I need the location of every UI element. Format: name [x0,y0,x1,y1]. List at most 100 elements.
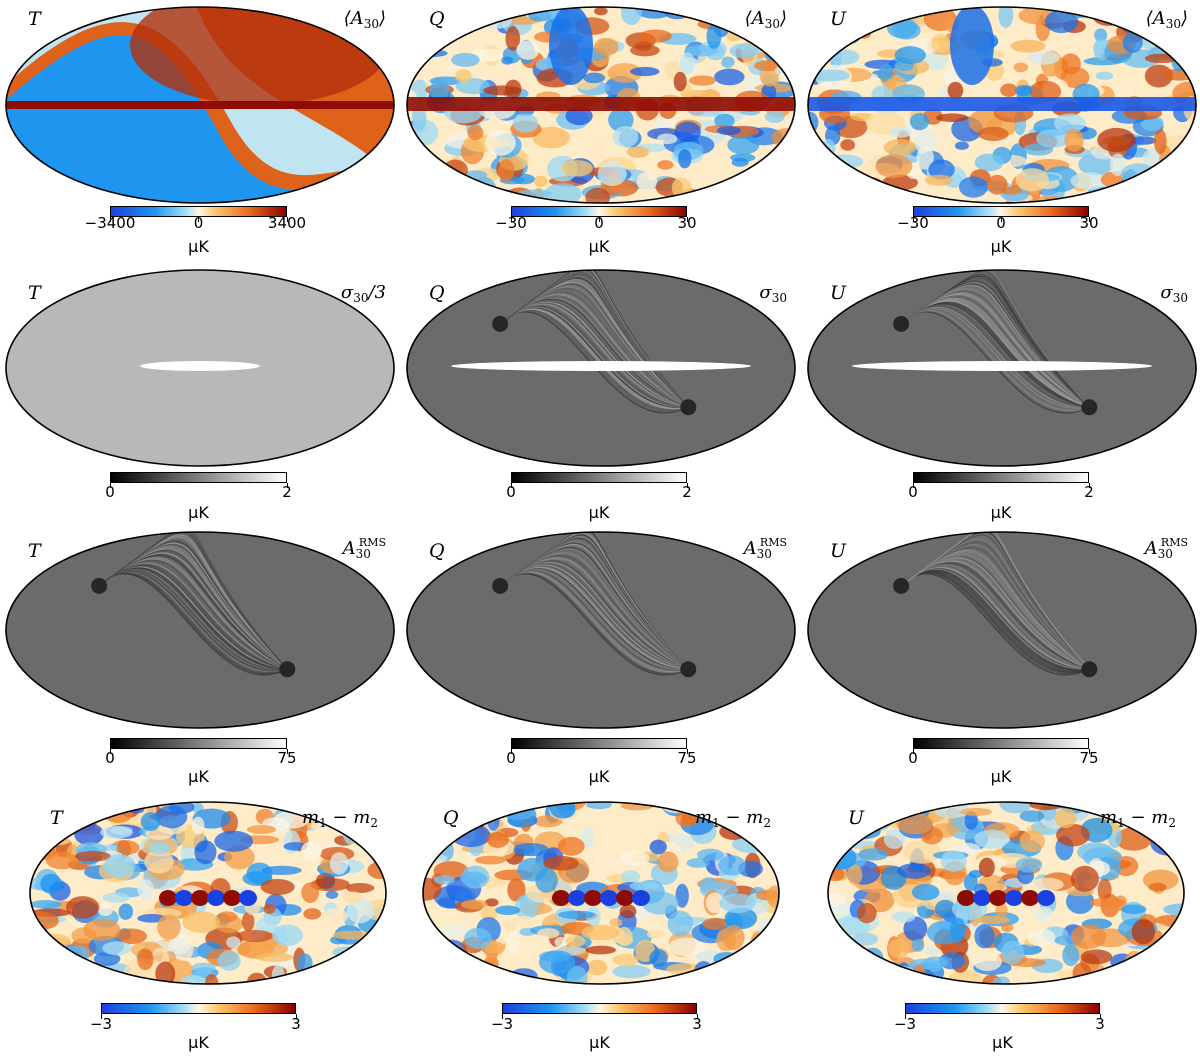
map-outline [406,531,796,729]
sky-map-fill [6,7,394,203]
colorbar-unit: μK [588,767,610,786]
sky-map-fill [808,532,1196,728]
colorbar [905,1003,1100,1014]
colorbar-tick-label: 0 [996,214,1006,232]
colorbar-tick-label: 3 [291,1015,301,1033]
map-quantity-label: m1 − m2 [695,807,771,830]
colorbar-tick [109,217,111,222]
stokes-label: T [28,282,41,304]
colorbar-tick [100,1014,102,1019]
colorbar-tick [1088,217,1090,222]
map-outline [422,801,780,985]
sky-map-fill [6,532,394,728]
colorbar-tick-label: 3 [692,1015,702,1033]
colorbar-unit: μK [589,1033,610,1052]
stokes-label: T [28,8,41,30]
colorbar [502,1003,697,1014]
map-quantity-label: A30RMS [743,536,787,561]
colorbar [913,206,1089,217]
map-quantity-label: ⟨A30⟩ [1145,8,1188,31]
colorbar-tick-label: 0 [506,483,516,501]
map-outline [29,801,387,985]
stokes-label: T [50,807,63,829]
colorbar-unit: μK [188,1033,209,1052]
colorbar-tick-label: −3 [490,1015,514,1033]
colorbar-tick-label: 75 [277,749,297,767]
map-quantity-label: σ30/3 [340,282,386,305]
colorbar-tick-label: 0 [908,483,918,501]
colorbar-tick [510,483,512,488]
stokes-label: T [28,540,41,562]
stokes-label: U [830,540,847,562]
colorbar-tick-label: 0 [594,214,604,232]
colorbar-tick-label: −3 [893,1015,917,1033]
colorbar-tick [686,217,688,222]
colorbar-unit: μK [990,237,1012,256]
map-outline [807,6,1197,204]
colorbar [511,206,687,217]
colorbar-tick [686,749,688,754]
colorbar-tick [904,1014,906,1019]
colorbar-tick [510,749,512,754]
colorbar-tick-label: 2 [682,483,692,501]
colorbar-tick-label: 0 [506,749,516,767]
map-outline [5,531,395,729]
colorbar [511,738,687,749]
colorbar [913,472,1089,483]
colorbar [101,1003,296,1014]
colorbar-tick-label: 0 [105,483,115,501]
colorbar-unit: μK [588,237,610,256]
map-quantity-label: A30RMS [342,536,386,561]
map-outline [5,6,395,204]
sky-map-fill [407,270,795,466]
colorbar [110,472,287,483]
map-quantity-label: ⟨A30⟩ [343,8,386,31]
colorbar-unit: μK [588,503,610,522]
colorbar-tick [598,217,600,222]
colorbar-tick-label: 0 [908,749,918,767]
colorbar-tick [912,749,914,754]
colorbar-tick [198,217,199,222]
colorbar-tick [295,1014,297,1019]
colorbar-tick-label: −3400 [84,214,136,232]
colorbar-unit: μK [990,503,1012,522]
colorbar-tick [1000,217,1002,222]
map-outline [5,269,395,467]
map-outline [807,269,1197,467]
colorbar-unit: μK [188,767,209,786]
colorbar-tick-label: 3400 [267,214,307,232]
map-quantity-label: σ30 [1160,282,1188,305]
colorbar-unit: μK [990,767,1012,786]
colorbar-tick-label: 2 [282,483,292,501]
map-quantity-label: m1 − m2 [302,807,378,830]
map-quantity-label: σ30 [759,282,787,305]
map-quantity-label: m1 − m2 [1100,807,1176,830]
stokes-label: Q [443,807,459,829]
colorbar-tick [1088,749,1090,754]
colorbar-tick [510,217,512,222]
colorbar-tick-label: −3 [89,1015,113,1033]
colorbar-tick [501,1014,503,1019]
colorbar-unit: μK [188,503,209,522]
colorbar-tick [696,1014,698,1019]
map-quantity-label: A30RMS [1144,536,1188,561]
colorbar-tick-label: 75 [677,749,697,767]
colorbar [511,472,687,483]
sky-map-fill [828,802,1184,984]
colorbar-tick-label: 75 [1079,749,1099,767]
map-outline [807,531,1197,729]
colorbar-tick-label: 30 [677,214,697,232]
sky-map-fill [407,532,795,728]
colorbar-tick [1099,1014,1101,1019]
colorbar-tick [1088,483,1090,488]
colorbar-tick [286,749,288,754]
colorbar-tick-label: −30 [897,214,929,232]
